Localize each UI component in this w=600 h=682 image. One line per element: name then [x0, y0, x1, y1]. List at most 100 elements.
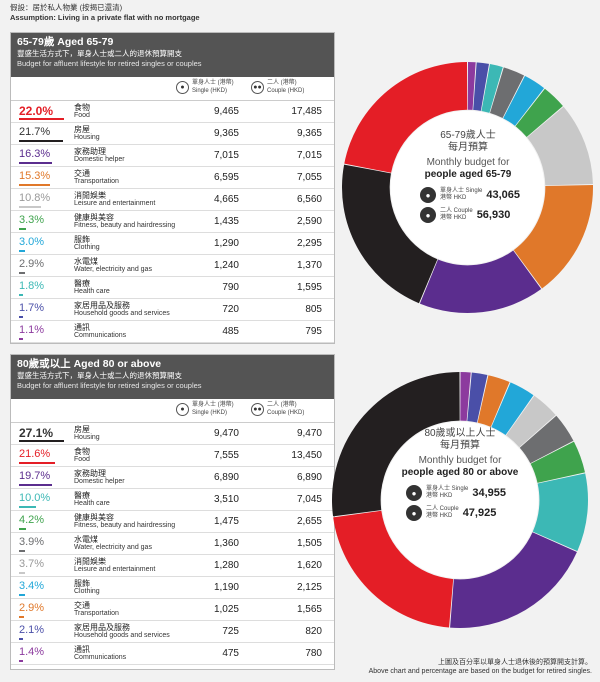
percent-value: 15.3% — [19, 170, 51, 182]
couple-unit: 港幣 HKD — [426, 513, 453, 519]
category-zh: 食物 — [74, 103, 90, 112]
couple-icon: ● — [406, 505, 422, 521]
center-zh-2: 每月預算 — [440, 440, 480, 451]
category-zh: 家務助理 — [74, 469, 106, 478]
percent-bar — [19, 294, 23, 296]
single-value: 475 — [222, 648, 239, 659]
table-row: 2.9% 交通 Transportation 1,025 1,565 — [11, 599, 334, 621]
donut-slice — [513, 185, 593, 289]
single-value: 1,360 — [213, 538, 239, 549]
single-value: 43,065 — [486, 189, 521, 201]
table-row: 27.1% 房屋 Housing 9,470 9,470 — [11, 423, 334, 445]
table-row: 21.7% 房屋 Housing 9,365 9,365 — [11, 123, 334, 145]
panel-header: 65-79歲 Aged 65-79 豐盛生活方式下，單身人士或二人的退休預算開支… — [11, 33, 334, 77]
category-zh: 房屋 — [74, 125, 90, 134]
donut-slice — [450, 532, 577, 628]
percent-bar — [19, 206, 42, 208]
couple-icon: ●● — [251, 81, 264, 94]
couple-head-zh: 二人 (港幣) — [267, 402, 297, 408]
percent-bar — [19, 316, 23, 318]
table-row: 3.0% 服飾 Clothing 1,290 2,295 — [11, 233, 334, 255]
single-head-zh: 單身人士 (港幣) — [192, 80, 234, 86]
center-couple-budget: ● 二人 Couple 港幣 HKD 47,925 — [398, 505, 522, 521]
couple-unit: 港幣 HKD — [440, 215, 467, 221]
single-head-en: Single (HKD) — [192, 409, 228, 416]
panel-subtitle-zh: 豐盛生活方式下，單身人士或二人的退休預算開支 — [17, 371, 182, 380]
category-en: Household goods and services — [74, 632, 170, 639]
couple-value: 820 — [305, 626, 322, 637]
table-rows: 27.1% 房屋 Housing 9,470 9,470 21.6% 食物 Food 7,555… — [11, 423, 334, 665]
single-label: 單身人士 Single — [440, 188, 483, 194]
couple-value: 780 — [305, 648, 322, 659]
category-zh: 通訊 — [74, 645, 90, 654]
category-en: Housing — [74, 434, 100, 441]
table-row: 2.1% 家居用品及服務 Household goods and services 7… — [11, 621, 334, 643]
single-value: 1,240 — [213, 260, 239, 271]
donut-slice — [506, 395, 556, 448]
percent-value: 21.7% — [19, 126, 51, 138]
table-row: 1.1% 通訊 Communications 485 795 — [11, 321, 334, 343]
single-value: 1,280 — [213, 560, 239, 571]
category-zh: 水電煤 — [74, 257, 98, 266]
percent-bar — [19, 162, 53, 164]
center-zh-1: 80歲或以上人士 — [424, 428, 496, 439]
couple-value: 56,930 — [476, 209, 511, 221]
donut-slice — [332, 372, 460, 517]
panel-title: 65-79歲 Aged 65-79 — [17, 36, 114, 48]
category-zh: 家居用品及服務 — [74, 623, 130, 632]
single-value: 6,595 — [213, 172, 239, 183]
percent-bar — [19, 462, 55, 464]
single-person-icon: ● — [420, 187, 436, 203]
single-value: 485 — [222, 326, 239, 337]
percent-value: 27.1% — [19, 426, 54, 440]
donut-slice — [344, 62, 468, 173]
single-value: 9,365 — [213, 128, 239, 139]
table-row: 3.7% 消閒娛樂 Leisure and entertainment 1,280 1,… — [11, 555, 334, 577]
percent-value: 4.2% — [19, 514, 45, 526]
couple-value: 2,655 — [296, 516, 322, 527]
table-row: 1.7% 家居用品及服務 Household goods and services 7… — [11, 299, 334, 321]
percent-bar — [19, 184, 51, 186]
single-value: 1,435 — [213, 216, 239, 227]
percent-value: 10.8% — [19, 192, 51, 204]
panel-title: 80歲或以上 Aged 80 or above — [17, 358, 162, 370]
couple-head-zh: 二人 (港幣) — [267, 80, 297, 86]
column-headers: ● 單身人士 (港幣) Single (HKD) ●● 二人 (港幣) Couple… — [11, 77, 334, 101]
couple-value: 6,890 — [296, 472, 322, 483]
single-person-icon: ● — [176, 403, 189, 416]
category-en: Transportation — [74, 610, 119, 617]
table-row: 10.0% 醫療 Health care 3,510 7,045 — [11, 489, 334, 511]
couple-head-en: Couple (HKD) — [267, 409, 305, 416]
percent-value: 2.9% — [19, 258, 45, 270]
percent-value: 3.0% — [19, 236, 45, 248]
percent-bar — [19, 550, 26, 552]
table-row: 10.8% 消閒娛樂 Leisure and entertainment 4,665 6… — [11, 189, 334, 211]
center-zh-1: 65-79歲人士 — [440, 130, 496, 141]
percent-value: 19.7% — [19, 470, 51, 482]
table-row: 19.7% 家務助理 Domestic helper 6,890 6,890 — [11, 467, 334, 489]
donut-slice — [489, 67, 525, 119]
category-zh: 家務助理 — [74, 147, 106, 156]
single-value: 720 — [222, 304, 239, 315]
single-unit: 港幣 HKD — [440, 195, 467, 201]
donut-center-label: 80歲或以上人士 每月預算 Monthly budget for people … — [398, 428, 522, 521]
donut-chart-aged-65-79: 65-79歲人士 每月預算 Monthly budget for people … — [340, 60, 595, 315]
table-row: 22.0% 食物 Food 9,465 17,485 — [11, 101, 334, 123]
percent-value: 3.9% — [19, 536, 45, 548]
donut-slice — [419, 250, 542, 313]
table-row: 21.6% 食物 Food 7,555 13,450 — [11, 445, 334, 467]
category-zh: 水電煤 — [74, 535, 98, 544]
percent-bar — [19, 250, 26, 252]
category-en: Water, electricity and gas — [74, 544, 152, 551]
donut-slice — [503, 75, 545, 126]
category-en: Household goods and services — [74, 310, 170, 317]
category-en: Domestic helper — [74, 478, 125, 485]
couple-value: 1,565 — [296, 604, 322, 615]
couple-value: 2,125 — [296, 582, 322, 593]
single-person-icon: ● — [176, 81, 189, 94]
center-zh-2: 每月預算 — [448, 142, 488, 153]
donut-slice — [342, 164, 438, 304]
donut-slice — [473, 62, 489, 111]
single-value: 3,510 — [213, 494, 239, 505]
single-value: 7,015 — [213, 150, 239, 161]
